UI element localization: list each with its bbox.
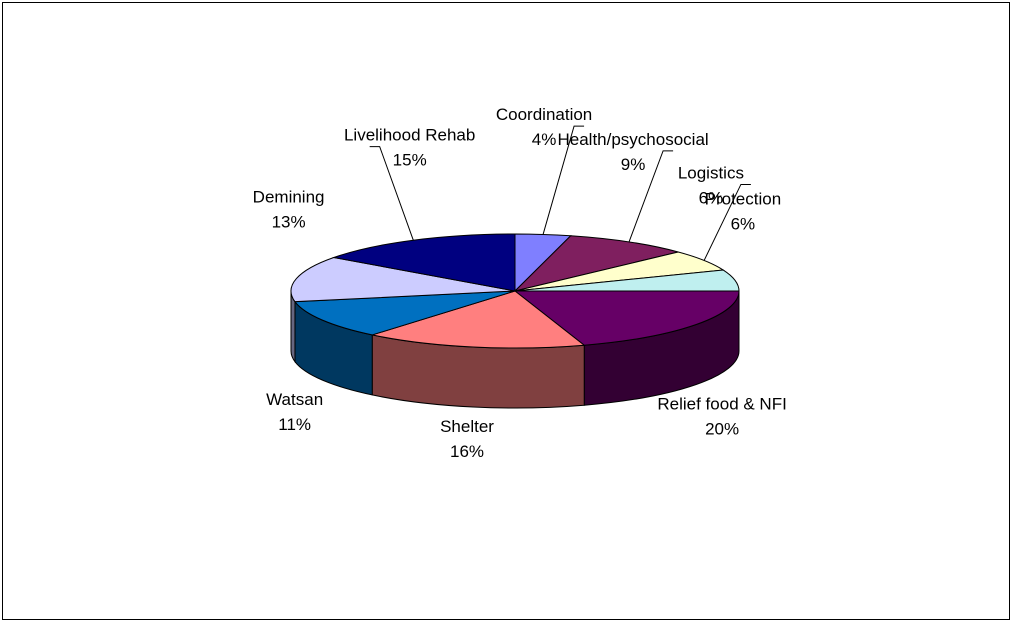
leader-line-coordination — [542, 125, 585, 235]
slice-percent-coordination: 4% — [532, 130, 557, 149]
slice-label-health-psychosocial: Health/psychosocial — [557, 130, 708, 149]
slice-percent-relief-food-nfi: 20% — [705, 420, 739, 439]
pie-chart: Coordination 4% Health/psychosocial 9% Logis… — [253, 105, 787, 461]
slice-label-protection: Protection — [705, 190, 782, 209]
pie-slice-watsan — [294, 290, 516, 336]
leader-lines — [369, 125, 751, 261]
slice-label-shelter: Shelter — [440, 417, 494, 436]
slice-label-relief-food-nfi: Relief food & NFI — [657, 395, 786, 414]
leader-line-livelihood-rehab — [369, 146, 414, 241]
slice-percent-health-psychosocial: 9% — [621, 155, 646, 174]
slice-percent-livelihood-rehab: 15% — [393, 151, 427, 170]
pie-slice-health-psychosocial — [513, 235, 679, 292]
slice-percent-watsan: 11% — [278, 415, 311, 434]
slice-percent-demining: 13% — [272, 212, 306, 231]
slice-percent-protection: 6% — [731, 215, 756, 234]
pie-top-layer — [290, 233, 740, 349]
pie-slice-relief-food-nfi — [513, 290, 740, 346]
pie-side-layer — [290, 290, 740, 409]
slice-percent-shelter: 16% — [450, 442, 484, 461]
leader-line-health-psychosocial — [628, 150, 674, 243]
slice-labels: Coordination 4% Health/psychosocial 9% Logis… — [253, 105, 787, 461]
leader-line-logistics — [703, 183, 751, 261]
slice-label-watsan: Watsan — [266, 390, 323, 409]
pie-slice-livelihood-rehab — [331, 233, 516, 292]
pie-slice-shelter — [370, 290, 586, 349]
slice-label-logistics: Logistics — [678, 163, 744, 182]
slice-label-livelihood-rehab: Livelihood Rehab — [344, 126, 475, 145]
slice-percent-logistics: 6% — [699, 188, 724, 207]
slice-label-demining: Demining — [253, 187, 325, 206]
slice-label-coordination: Coordination — [496, 105, 592, 124]
pie-slice-demining — [290, 256, 516, 303]
